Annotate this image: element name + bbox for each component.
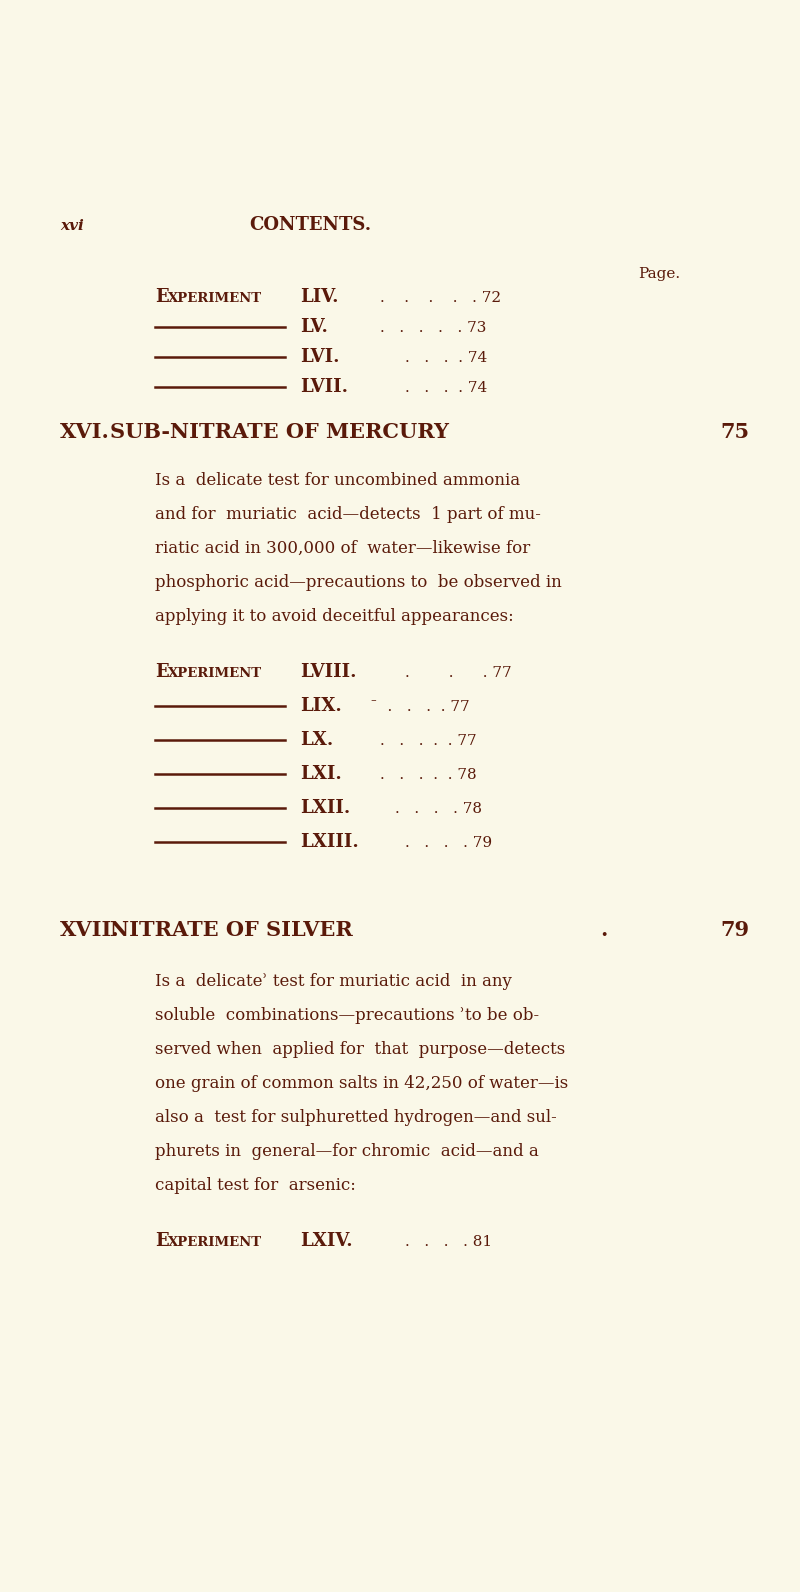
Text: LXI.: LXI. [300,766,342,783]
Text: Page.: Page. [638,267,680,282]
Text: .        .      . 77: . . . 77 [405,665,512,680]
Text: phosphoric acid—precautions to  be observed in: phosphoric acid—precautions to be observ… [155,575,562,591]
Text: .   .   .  .  . 78: . . . . . 78 [380,767,477,782]
Text: .   .   .   .   . 73: . . . . . 73 [380,322,486,334]
Text: Is a  delicateʾ test for muriatic acid  in any: Is a delicateʾ test for muriatic acid in… [155,973,512,990]
Text: xvi: xvi [60,220,84,232]
Text: Is a  delicate test for uncombined ammonia: Is a delicate test for uncombined ammoni… [155,471,520,489]
Text: E: E [155,288,169,306]
Text: XPERIMENT: XPERIMENT [168,667,262,680]
Text: E: E [155,662,169,681]
Text: XPERIMENT: XPERIMENT [168,291,262,306]
Text: phurets in  general—for chromic  acid—and a: phurets in general—for chromic acid—and … [155,1143,538,1161]
Text: soluble  combinations—precautions ʾto be ob-: soluble combinations—precautions ʾto be … [155,1008,539,1024]
Text: applying it to avoid deceitful appearances:: applying it to avoid deceitful appearanc… [155,608,514,626]
Text: .   .   .   . 79: . . . . 79 [405,836,492,850]
Text: LXIV.: LXIV. [300,1232,353,1250]
Text: XPERIMENT: XPERIMENT [168,1235,262,1250]
Text: served when  applied for  that  purpose—detects: served when applied for that purpose—det… [155,1041,566,1059]
Text: E: E [155,1232,169,1250]
Text: .   .   .   . 78: . . . . 78 [395,802,482,817]
Text: 75: 75 [720,422,749,443]
Text: LXIII.: LXIII. [300,833,358,852]
Text: LIV.: LIV. [300,288,338,306]
Text: SUB-NITRATE OF MERCURY: SUB-NITRATE OF MERCURY [110,422,449,443]
Text: capital test for  arsenic:: capital test for arsenic: [155,1176,356,1194]
Text: and for  muriatic  acid—detects  1 part of mu-: and for muriatic acid—detects 1 part of … [155,506,541,524]
Text: .   .   .   . 81: . . . . 81 [405,1235,492,1250]
Text: XVI.: XVI. [60,422,110,443]
Text: .: . [600,920,607,939]
Text: one grain of common salts in 42,250 of water—is: one grain of common salts in 42,250 of w… [155,1075,568,1092]
Text: .    .    .    .   . 72: . . . . . 72 [380,291,501,306]
Text: LVIII.: LVIII. [300,662,357,681]
Text: NITRATE OF SILVER: NITRATE OF SILVER [110,920,353,939]
Text: CONTENTS.: CONTENTS. [249,217,371,234]
Text: LIX.: LIX. [300,697,342,715]
Text: LV.: LV. [300,318,328,336]
Text: .   .   .  .  . 77: . . . . . 77 [380,734,477,748]
Text: .   .   .  . 74: . . . . 74 [405,350,487,365]
Text: 79: 79 [720,920,749,939]
Text: .   .   .  . 74: . . . . 74 [405,380,487,395]
Text: LVII.: LVII. [300,377,348,396]
Text: XVII.: XVII. [60,920,120,939]
Text: LXII.: LXII. [300,799,350,817]
Text: riatic acid in 300,000 of  water—likewise for: riatic acid in 300,000 of water—likewise… [155,540,530,557]
Text: LVI.: LVI. [300,349,339,366]
Text: ¯  .   .   .  . 77: ¯ . . . . 77 [370,700,470,713]
Text: also a  test for sulphuretted hydrogen—and sul-: also a test for sulphuretted hydrogen—an… [155,1110,557,1126]
Text: LX.: LX. [300,731,334,748]
